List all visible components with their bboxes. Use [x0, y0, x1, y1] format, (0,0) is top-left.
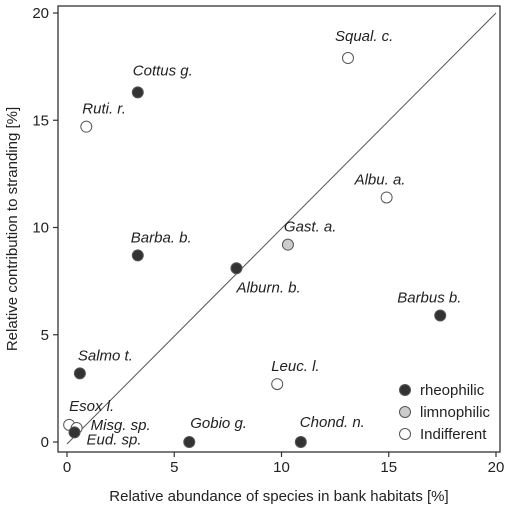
point-ruti-r — [80, 120, 93, 133]
point-gobio-g — [183, 436, 196, 448]
diagonal-reference-line — [66, 12, 497, 445]
legend-label-limnophilic: limnophilic — [420, 404, 491, 421]
label-gobio-g: Gobio g. — [190, 415, 247, 432]
label-alburn-b: Alburn. b. — [235, 279, 300, 296]
point-gast-a — [281, 238, 294, 251]
legend-marker-rheophilic — [399, 384, 411, 396]
legend: rheophilic limnophilic Indifferent — [399, 382, 491, 443]
legend-label-rheophilic: rheophilic — [420, 382, 485, 399]
y-axis-label: Relative contribution to stranding [%] — [4, 107, 21, 351]
point-cottus-g — [131, 86, 144, 99]
label-misg-sp: Misg. sp. — [91, 417, 151, 434]
legend-marker-indifferent — [399, 428, 411, 440]
point-alburn-b — [230, 262, 243, 275]
point-salmo-t — [73, 367, 86, 380]
point-barbus-b — [434, 309, 447, 322]
label-gast-a: Gast. a. — [284, 219, 337, 236]
y-tick-label: 0 — [41, 434, 49, 451]
x-tick-label: 10 — [273, 459, 290, 476]
data-points — [63, 52, 447, 448]
y-tick-label: 20 — [32, 5, 49, 22]
y-tick-label: 5 — [41, 327, 49, 344]
point-barba-b — [131, 249, 144, 262]
label-chond-n: Chond. n. — [300, 414, 365, 431]
axis-ticks: 0 5 10 15 20 0 5 10 15 20 — [32, 5, 504, 476]
y-tick-label: 10 — [32, 220, 49, 237]
label-ruti-r: Ruti. r. — [82, 101, 126, 118]
label-salmo-t: Salmo t. — [78, 347, 133, 364]
label-barba-b: Barba. b. — [131, 229, 192, 246]
point-squal-c — [341, 52, 354, 65]
label-albu-a: Albu. a. — [354, 171, 406, 188]
point-albu-a — [380, 191, 393, 204]
x-tick-label: 5 — [170, 459, 178, 476]
legend-label-indifferent: Indifferent — [420, 426, 487, 443]
label-leuc-l: Leuc. l. — [271, 358, 319, 375]
y-tick-label: 15 — [32, 112, 49, 129]
label-eud-sp: Eud. sp. — [87, 431, 142, 448]
point-leuc-l — [271, 378, 284, 391]
label-squal-c: Squal. c. — [335, 28, 393, 45]
point-chond-n — [294, 436, 307, 448]
x-tick-label: 20 — [488, 459, 505, 476]
label-cottus-g: Cottus g. — [133, 62, 193, 79]
x-axis-label: Relative abundance of species in bank ha… — [109, 488, 448, 505]
x-tick-label: 15 — [380, 459, 397, 476]
label-barbus-b: Barbus b. — [397, 289, 461, 306]
plot-frame — [57, 5, 501, 453]
label-esox-l: Esox l. — [69, 398, 114, 415]
point-labels: Squal. c. Cottus g. Ruti. r. Albu. a. Gast. … — [69, 28, 461, 448]
x-tick-label: 0 — [63, 459, 71, 476]
point-eud-sp — [68, 426, 81, 439]
legend-marker-limnophilic — [399, 406, 411, 418]
